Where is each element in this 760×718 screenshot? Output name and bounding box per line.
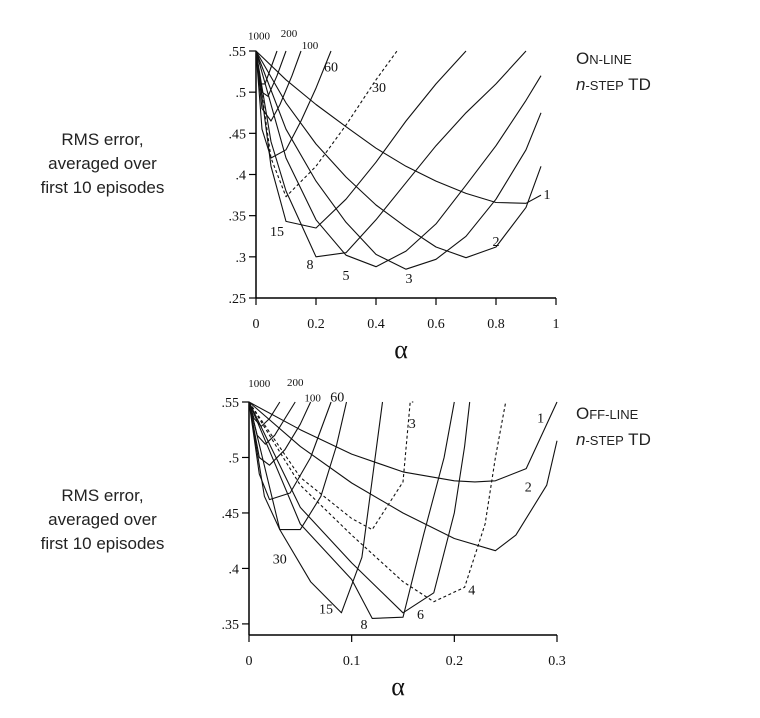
bottom-y-tick-label: .4	[229, 562, 240, 577]
bottom-x-tick-label: 0	[246, 654, 253, 669]
bottom-series-label-n8: 8	[360, 618, 367, 633]
top-series-label-n100: 100	[302, 40, 319, 52]
bottom-title: OFF-LINE n-STEP TD	[576, 401, 651, 453]
bottom-series-line-n2	[248, 401, 558, 552]
bottom-series-line-n1000	[248, 401, 281, 427]
top-ylabel: RMS error, averaged over first 10 episod…	[10, 128, 195, 200]
top-ylabel-line-2: averaged over	[48, 154, 157, 173]
top-x-tick-label: 1	[553, 317, 560, 332]
bottom-x-tick-label: 0.2	[446, 654, 464, 669]
top-series-line-n60	[255, 50, 332, 159]
top-series-label-n3: 3	[406, 272, 413, 287]
bottom-title-cap: O	[576, 404, 590, 423]
bottom-title-step: -STEP	[585, 433, 624, 448]
top-series-line-n1	[255, 50, 542, 204]
top-chart: .25 .3 .35 .4 .45 .5 .55 0 0.2 0.4 0.6 0.8 1 α 1 2 3 5 8 15…	[229, 28, 560, 364]
bottom-chart: .35 .4 .45 .5 .55 0 0.1 0.2 0.3 α 1 2 3 4 6 8 15 30 60 1002…	[222, 377, 566, 701]
bottom-series-label-n100: 100	[304, 393, 321, 405]
bottom-title-td: TD	[623, 430, 651, 449]
bottom-series-label-n1: 1	[537, 412, 544, 427]
top-series-line-n5	[255, 50, 542, 268]
top-series-line-n100	[255, 50, 302, 122]
bottom-series-label-n6: 6	[417, 608, 424, 623]
top-y-tick-label: .45	[229, 127, 247, 142]
top-y-tick-label: .35	[229, 210, 247, 225]
bottom-title-line-2: n-STEP TD	[576, 427, 651, 453]
bottom-series-label-n2: 2	[525, 480, 532, 495]
bottom-series-line-n6	[248, 401, 471, 614]
bottom-series-line-n60	[248, 401, 332, 501]
top-title-line-1: ON-LINE	[576, 46, 651, 72]
top-series-line-n3	[255, 50, 542, 270]
bottom-ylabel: RMS error, averaged over first 10 episod…	[10, 484, 195, 556]
bottom-title-n: n	[576, 430, 586, 449]
top-title-cap: O	[576, 49, 590, 68]
bottom-series-line-n3	[248, 401, 414, 531]
top-series-line-n30	[255, 50, 398, 198]
top-y-tick-label: .4	[236, 169, 247, 184]
bottom-series-line-n200	[248, 401, 296, 445]
bottom-ylabel-line-1: RMS error,	[61, 486, 144, 505]
top-series-label-n15: 15	[270, 225, 284, 240]
bottom-y-tick-label: .45	[222, 507, 240, 522]
top-series-label-n1: 1	[544, 188, 551, 203]
top-ylabel-line-1: RMS error,	[61, 130, 144, 149]
bottom-y-tick-label: .55	[222, 396, 240, 411]
bottom-x-axis-label: α	[391, 672, 405, 701]
top-x-tick-label: 0	[253, 317, 260, 332]
top-y-tick-label: .5	[236, 86, 247, 101]
top-series-label-n2: 2	[493, 235, 500, 250]
top-title: ON-LINE n-STEP TD	[576, 46, 651, 98]
bottom-series-line-n100	[248, 401, 312, 466]
bottom-series-label-n200: 200	[287, 377, 304, 389]
top-series-line-n1000	[255, 50, 278, 85]
bottom-series-line-n30	[248, 401, 348, 531]
bottom-title-line-1: OFF-LINE	[576, 401, 651, 427]
top-x-tick-label: 0.8	[487, 317, 505, 332]
top-x-tick-label: 0.4	[367, 317, 385, 332]
top-y-tick-label: .3	[236, 251, 247, 266]
bottom-y-tick-label: .5	[229, 451, 240, 466]
bottom-series-label-n30: 30	[273, 553, 287, 568]
top-x-axis-label: α	[394, 335, 408, 364]
top-title-small-caps: N-LINE	[589, 52, 632, 67]
bottom-y-tick-label: .35	[222, 618, 240, 633]
bottom-series-line-n4	[248, 401, 507, 603]
top-ylabel-line-3: first 10 episodes	[40, 178, 165, 197]
bottom-series-label-n4: 4	[468, 584, 475, 599]
top-series-label-n60: 60	[324, 60, 338, 75]
top-x-tick-label: 0.6	[427, 317, 445, 332]
bottom-x-tick-label: 0.1	[343, 654, 361, 669]
top-series-line-n2	[255, 50, 542, 259]
top-series-line-n200	[255, 50, 287, 97]
top-x-tick-label: 0.2	[307, 317, 325, 332]
bottom-series-label-n3: 3	[409, 417, 416, 432]
top-series-label-n200: 200	[281, 28, 298, 40]
top-series-line-n15	[255, 50, 467, 229]
top-y-tick-label: .25	[229, 292, 247, 307]
top-series-label-n30: 30	[372, 81, 386, 96]
bottom-title-small-caps: FF-LINE	[589, 407, 639, 422]
bottom-ylabel-line-2: averaged over	[48, 510, 157, 529]
top-series-label-n5: 5	[343, 269, 350, 284]
top-title-line-2: n-STEP TD	[576, 72, 651, 98]
bottom-x-tick-label: 0.3	[548, 654, 566, 669]
bottom-series-label-n15: 15	[319, 602, 333, 617]
bottom-series-line-n8	[248, 401, 455, 619]
bottom-ylabel-line-3: first 10 episodes	[40, 534, 165, 553]
top-title-n: n	[576, 75, 586, 94]
top-title-step: -STEP	[585, 78, 624, 93]
top-series-label-n1000: 1000	[248, 30, 271, 42]
top-y-tick-label: .55	[229, 45, 247, 60]
bottom-series-label-n60: 60	[330, 391, 344, 406]
bottom-series-label-n1000: 1000	[248, 378, 271, 390]
top-series-line-n8	[255, 50, 527, 258]
top-series-label-n8: 8	[307, 258, 314, 273]
top-title-td: TD	[623, 75, 651, 94]
